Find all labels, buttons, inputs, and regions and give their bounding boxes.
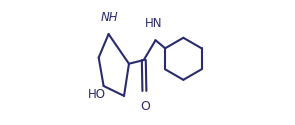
Text: HN: HN — [145, 17, 163, 30]
Text: O: O — [140, 100, 150, 113]
Text: HO: HO — [88, 88, 106, 101]
Text: NH: NH — [100, 11, 118, 24]
